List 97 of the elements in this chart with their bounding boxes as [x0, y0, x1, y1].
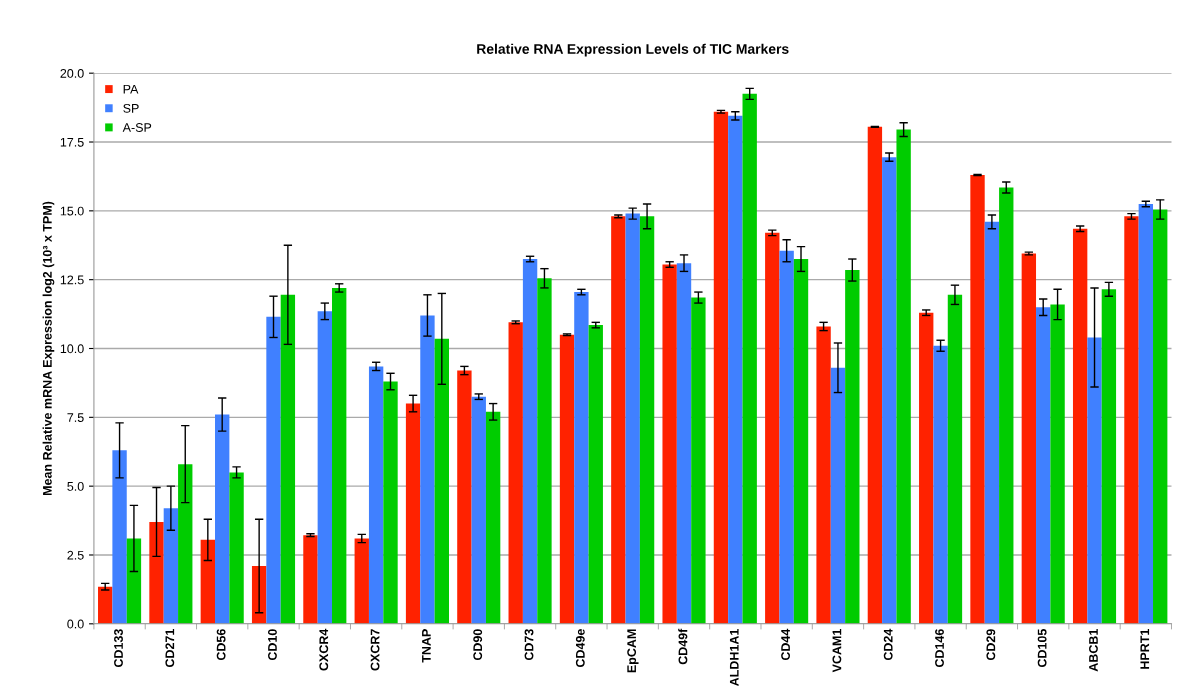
- bar: [765, 232, 780, 624]
- bar: [1138, 203, 1154, 624]
- bar: [830, 367, 846, 624]
- x-tick-label: ALDH1A1: [729, 629, 739, 687]
- x-tick-label: CD10: [268, 629, 277, 661]
- x-tick-label: TNAP: [422, 629, 431, 663]
- x-tick-label: CD146: [935, 629, 944, 668]
- bar: [1124, 216, 1139, 624]
- x-tick-label: CD73: [524, 629, 534, 661]
- bar: [728, 115, 743, 624]
- bar: [588, 325, 603, 624]
- legend-label: SP: [123, 103, 139, 113]
- bar: [1153, 209, 1168, 624]
- bar: [882, 157, 897, 624]
- bar: [691, 297, 706, 624]
- bar: [625, 213, 640, 624]
- bar: [126, 538, 142, 624]
- legend-label: PA: [123, 84, 139, 94]
- y-tick-label: 15.0: [60, 206, 84, 216]
- x-tick-label: CD29: [986, 629, 996, 661]
- bar: [1021, 253, 1037, 624]
- y-tick-label: 0.0: [67, 619, 84, 629]
- y-axis-title: Mean Relative mRNA Expression log2 (10³ x TPM): [42, 201, 55, 496]
- x-tick-label: CD133: [114, 629, 123, 668]
- x-tick-label: ABCB1: [1089, 629, 1098, 672]
- y-tick-label: 20.0: [60, 68, 84, 78]
- x-tick-label: VCAM1: [832, 629, 842, 673]
- bar: [332, 287, 347, 624]
- bar: [742, 93, 757, 624]
- bar: [485, 411, 501, 624]
- bar: [405, 403, 421, 624]
- bar: [303, 535, 318, 624]
- bar: [98, 586, 113, 624]
- bar: [947, 294, 963, 624]
- bar: [676, 263, 692, 624]
- bar: [229, 472, 244, 624]
- bar: [508, 322, 523, 624]
- bar: [317, 311, 333, 624]
- bar: [970, 175, 985, 624]
- y-tick-label: 17.5: [60, 137, 84, 147]
- y-tick-label: 7.5: [67, 413, 84, 422]
- bar: [471, 396, 486, 624]
- bar: [1050, 304, 1065, 624]
- y-tick-label: 12.5: [60, 275, 84, 285]
- bar: [1036, 307, 1051, 624]
- x-tick-label: CXCR4: [319, 628, 329, 671]
- y-tick-label: 5.0: [67, 481, 84, 491]
- legend-label: A-SP: [122, 123, 152, 132]
- bar: [215, 414, 230, 624]
- x-tick-label: CD56: [216, 629, 226, 661]
- bar: [457, 370, 472, 624]
- bar: [112, 450, 127, 624]
- bar: [1087, 337, 1102, 624]
- x-tick-label: CD24: [883, 628, 893, 661]
- bar: [896, 129, 911, 624]
- bar: [713, 111, 729, 624]
- bar: [845, 270, 860, 624]
- bar: [816, 326, 831, 624]
- bar: [522, 259, 538, 624]
- bar: [984, 221, 1000, 624]
- bar: [919, 312, 934, 624]
- x-tick-label: HPRT1: [1140, 629, 1150, 669]
- bar: [266, 316, 281, 624]
- bar: [611, 216, 626, 624]
- x-tick-label: CD44: [781, 628, 790, 661]
- bar: [779, 250, 794, 624]
- chart-title: Relative RNA Expression Levels of TIC Markers: [477, 43, 789, 57]
- bar: [368, 366, 384, 624]
- bar: [280, 294, 296, 624]
- bar: [1101, 289, 1117, 624]
- bar: [559, 334, 575, 624]
- bar: [420, 315, 435, 624]
- bar: [178, 464, 193, 624]
- bar: [933, 345, 948, 624]
- bar: [149, 521, 164, 624]
- x-tick-label: CD105: [1037, 629, 1047, 668]
- x-tick-label: EpCAM: [627, 629, 639, 673]
- bar: [163, 508, 179, 624]
- bar: [434, 338, 449, 624]
- x-tick-label: CXCR7: [370, 629, 380, 671]
- y-tick-label: 10.0: [60, 344, 84, 354]
- bar: [383, 381, 398, 624]
- x-tick-label: CD49f: [678, 628, 688, 665]
- bar: [639, 216, 655, 624]
- bar: [354, 538, 369, 624]
- bar: [1072, 228, 1088, 624]
- x-tick-label: CD49e: [575, 629, 585, 668]
- bar: [793, 259, 809, 624]
- y-tick-label: 2.5: [67, 550, 84, 560]
- x-tick-label: CD90: [473, 629, 483, 661]
- bar: [999, 187, 1014, 624]
- bar: [537, 278, 552, 624]
- bar: [867, 126, 883, 624]
- bar: [200, 539, 216, 624]
- x-tick-label: CD271: [165, 629, 175, 668]
- bar: [662, 264, 677, 624]
- bar: [574, 292, 589, 624]
